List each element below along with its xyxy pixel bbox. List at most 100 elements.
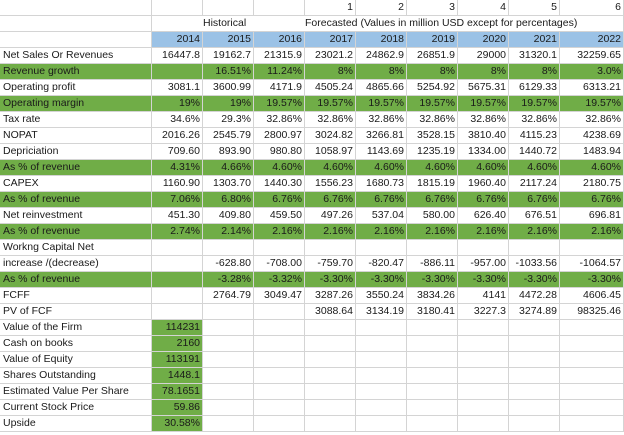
year-header-cell[interactable]: 2016 (254, 32, 305, 48)
value-cell[interactable]: 3274.89 (509, 304, 560, 320)
value-cell[interactable]: 537.04 (356, 208, 407, 224)
empty-cell[interactable] (560, 320, 624, 336)
row-label[interactable]: Operating profit (0, 80, 152, 96)
value-cell[interactable]: 8% (305, 64, 356, 80)
empty-cell[interactable] (203, 416, 254, 432)
value-cell[interactable]: 409.80 (203, 208, 254, 224)
empty-cell[interactable] (203, 320, 254, 336)
value-cell[interactable]: 451.30 (152, 208, 203, 224)
value-cell[interactable]: 2117.24 (509, 176, 560, 192)
value-cell[interactable]: 4.60% (560, 160, 624, 176)
value-cell[interactable]: 2.16% (254, 224, 305, 240)
value-cell[interactable]: -820.47 (356, 256, 407, 272)
value-cell[interactable]: 3550.24 (356, 288, 407, 304)
value-cell[interactable]: -708.00 (254, 256, 305, 272)
value-cell[interactable]: 32.86% (509, 112, 560, 128)
value-cell[interactable]: 32.86% (560, 112, 624, 128)
value-cell[interactable]: 3088.64 (305, 304, 356, 320)
empty-cell[interactable] (407, 416, 458, 432)
value-cell[interactable]: 4505.24 (305, 80, 356, 96)
value-cell[interactable]: 6.76% (254, 192, 305, 208)
summary-label[interactable]: Cash on books (0, 336, 152, 352)
value-cell[interactable]: 1303.70 (203, 176, 254, 192)
value-cell[interactable]: 3049.47 (254, 288, 305, 304)
header-band-cell[interactable] (305, 16, 356, 32)
empty-cell[interactable] (458, 416, 509, 432)
value-cell[interactable]: 7.06% (152, 192, 203, 208)
value-cell[interactable]: 709.60 (152, 144, 203, 160)
value-cell[interactable]: 3810.40 (458, 128, 509, 144)
year-header-cell[interactable]: 2022 (560, 32, 624, 48)
value-cell[interactable]: 21315.9 (254, 48, 305, 64)
empty-cell[interactable] (203, 384, 254, 400)
summary-value[interactable]: 30.58% (152, 416, 203, 432)
empty-cell[interactable] (356, 320, 407, 336)
value-cell[interactable]: 626.40 (458, 208, 509, 224)
value-cell[interactable]: 1556.23 (305, 176, 356, 192)
row-label[interactable]: Workng Capital Net (0, 240, 152, 256)
value-cell[interactable]: 8% (356, 64, 407, 80)
row-label[interactable]: As % of revenue (0, 224, 152, 240)
value-cell[interactable]: 3180.41 (407, 304, 458, 320)
header-band-cell[interactable] (254, 16, 305, 32)
value-cell[interactable]: 2545.79 (203, 128, 254, 144)
value-cell[interactable]: 16.51% (203, 64, 254, 80)
value-cell[interactable]: 893.90 (203, 144, 254, 160)
period-number-cell[interactable]: 5 (509, 0, 560, 16)
row-label[interactable]: FCFF (0, 288, 152, 304)
empty-cell[interactable] (407, 352, 458, 368)
empty-cell[interactable] (458, 336, 509, 352)
value-cell[interactable]: 6.76% (356, 192, 407, 208)
value-cell[interactable]: -3.32% (254, 272, 305, 288)
value-cell[interactable]: 5675.31 (458, 80, 509, 96)
value-cell[interactable] (152, 240, 203, 256)
value-cell[interactable]: 6129.33 (509, 80, 560, 96)
empty-cell[interactable] (305, 368, 356, 384)
row-label[interactable]: As % of revenue (0, 160, 152, 176)
value-cell[interactable]: 19.57% (356, 96, 407, 112)
empty-cell[interactable] (152, 0, 203, 16)
value-cell[interactable]: 676.51 (509, 208, 560, 224)
value-cell[interactable]: 497.26 (305, 208, 356, 224)
empty-cell[interactable] (356, 416, 407, 432)
value-cell[interactable]: 3834.26 (407, 288, 458, 304)
value-cell[interactable]: 5254.92 (407, 80, 458, 96)
empty-cell[interactable] (203, 0, 254, 16)
empty-cell[interactable] (254, 336, 305, 352)
value-cell[interactable]: 2.16% (305, 224, 356, 240)
value-cell[interactable]: 26851.9 (407, 48, 458, 64)
value-cell[interactable]: -3.30% (458, 272, 509, 288)
row-label[interactable]: Depriciation (0, 144, 152, 160)
value-cell[interactable]: -759.70 (305, 256, 356, 272)
period-number-cell[interactable]: 3 (407, 0, 458, 16)
value-cell[interactable]: 34.6% (152, 112, 203, 128)
value-cell[interactable]: 19162.7 (203, 48, 254, 64)
value-cell[interactable]: 6.76% (560, 192, 624, 208)
value-cell[interactable]: 1334.00 (458, 144, 509, 160)
value-cell[interactable] (152, 272, 203, 288)
value-cell[interactable]: 8% (458, 64, 509, 80)
empty-cell[interactable] (458, 352, 509, 368)
period-number-cell[interactable]: 1 (305, 0, 356, 16)
year-header-cell[interactable]: 2019 (407, 32, 458, 48)
value-cell[interactable]: 1960.40 (458, 176, 509, 192)
value-cell[interactable]: 16447.8 (152, 48, 203, 64)
value-cell[interactable]: 4865.66 (356, 80, 407, 96)
empty-cell[interactable] (458, 384, 509, 400)
value-cell[interactable] (152, 64, 203, 80)
empty-cell[interactable] (0, 32, 152, 48)
summary-label[interactable]: Estimated Value Per Share (0, 384, 152, 400)
value-cell[interactable]: 2.16% (356, 224, 407, 240)
value-cell[interactable]: 6.76% (509, 192, 560, 208)
row-label[interactable]: NOPAT (0, 128, 152, 144)
value-cell[interactable]: 2.16% (458, 224, 509, 240)
header-band-cell[interactable] (152, 16, 203, 32)
value-cell[interactable]: -3.28% (203, 272, 254, 288)
summary-value[interactable]: 78.1651 (152, 384, 203, 400)
value-cell[interactable] (305, 240, 356, 256)
empty-cell[interactable] (254, 368, 305, 384)
value-cell[interactable]: 4.60% (407, 160, 458, 176)
row-label[interactable]: increase /(decrease) (0, 256, 152, 272)
value-cell[interactable]: 32259.65 (560, 48, 624, 64)
